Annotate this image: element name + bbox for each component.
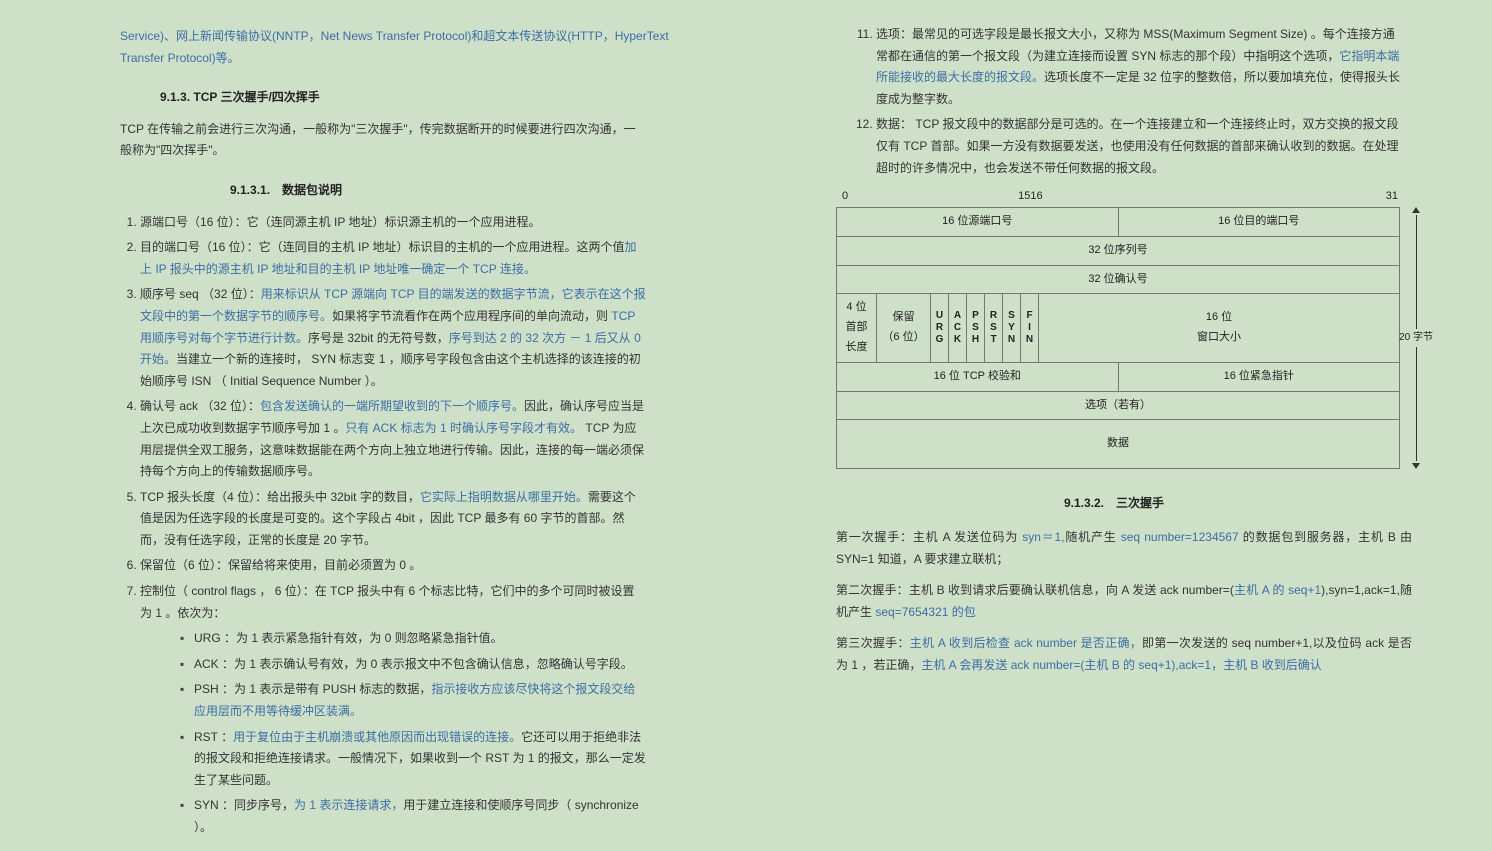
heading-9131: 9.1.3.1. 数据包说明 (230, 180, 716, 202)
list-item: 源端口号（16 位）：它（连同源主机 IP 地址）标识源主机的一个应用进程。 (140, 212, 676, 234)
handshake-step-1: 第一次握手：主机 A 发送位码为 syn＝1,随机产生 seq number=1… (836, 527, 1412, 570)
list-item: 选项：最常见的可选字段是最长报文大小，又称为 MSS(Maximum Segme… (876, 24, 1412, 110)
flag-urg: URG (931, 294, 949, 361)
cell-window: 16 位 窗口大小 (1039, 294, 1399, 361)
cell-dstport: 16 位目的端口号 (1119, 208, 1400, 236)
cell-checksum: 16 位 TCP 校验和 (837, 363, 1119, 391)
list-item: PSH ：为 1 表示是带有 PUSH 标志的数据，指示接收方应该尽快将这个报文… (180, 679, 676, 722)
list-item: 控制位（ control flags ， 6 位）：在 TCP 报头中有 6 个… (140, 581, 676, 624)
cell-data: 数据 (837, 420, 1399, 468)
list-item: TCP 报头长度（4 位）：给出报头中 32bit 字的数目，它实际上指明数据从… (140, 487, 676, 552)
flag-fin: FIN (1021, 294, 1039, 361)
handshake-step-3: 第三次握手：主机 A 收到后检查 ack number 是否正确，即第一次发送的… (836, 633, 1412, 676)
list-item: SYN ：同步序号，为 1 表示连接请求，用于建立连接和使顺序号同步（ sync… (180, 795, 676, 838)
heading-9132: 9.1.3.2. 三次握手 (776, 493, 1452, 515)
control-flags-list: URG ：为 1 表示紧急指针有效，为 0 则忽略紧急指针值。 ACK ：为 1… (180, 628, 676, 838)
flag-ack: ACK (949, 294, 967, 361)
arrow-down-icon (1412, 463, 1420, 469)
flag-syn: SYN (1003, 294, 1021, 361)
right-page: 选项：最常见的可选字段是最长报文大小，又称为 MSS(Maximum Segme… (776, 20, 1452, 831)
left-page: Service)、网上新闻传输协议(NNTP，Net News Transfer… (40, 20, 716, 831)
list-item: 保留位（6 位）：保留给将来使用，目前必须置为 0 。 (140, 555, 676, 577)
list-item: 目的端口号（16 位）：它（连同目的主机 IP 地址）标识目的主机的一个应用进程… (140, 237, 676, 280)
list-item: URG ：为 1 表示紧急指针有效，为 0 则忽略紧急指针值。 (180, 628, 676, 650)
packet-field-list: 源端口号（16 位）：它（连同源主机 IP 地址）标识源主机的一个应用进程。 目… (140, 212, 676, 625)
bit-ruler: 0 15 16 31 (836, 187, 1432, 207)
list-item: 确认号 ack （32 位）：包含发送确认的一端所期望收到的下一个顺序号。因此，… (140, 396, 676, 482)
list-item: 顺序号 seq （32 位）：用来标识从 TCP 源端向 TCP 目的端发送的数… (140, 284, 676, 392)
cell-options: 选项（若有） (837, 392, 1399, 420)
cell-srcport: 16 位源端口号 (837, 208, 1119, 236)
tcp-header-grid: 16 位源端口号 16 位目的端口号 32 位序列号 32 位确认号 4 位 首… (836, 207, 1400, 469)
list-item: ACK ：为 1 表示确认号有效，为 0 表示报文中不包含确认信息，忽略确认号字… (180, 654, 676, 676)
cell-hdrlen: 4 位 首部 长度 (837, 294, 877, 361)
list-item: 数据： TCP 报文段中的数据部分是可选的。在一个连接建立和一个连接终止时，双方… (876, 114, 1412, 179)
flag-psh: PSH (967, 294, 985, 361)
packet-field-list-cont: 选项：最常见的可选字段是最长报文大小，又称为 MSS(Maximum Segme… (876, 24, 1412, 179)
cell-seqno: 32 位序列号 (837, 237, 1399, 265)
arrow-up-icon (1412, 207, 1420, 213)
heading-913: 9.1.3. TCP 三次握手/四次挥手 (160, 87, 716, 109)
list-item: RST ：用于复位由于主机崩溃或其他原因而出现错误的连接。它还可以用于拒绝非法的… (180, 727, 676, 792)
cell-ackno: 32 位确认号 (837, 266, 1399, 294)
tcp-header-diagram: 0 15 16 31 16 位源端口号 16 位目的端口号 32 位序列号 32… (836, 187, 1432, 469)
flag-rst: RST (985, 294, 1003, 361)
cell-urgptr: 16 位紧急指针 (1119, 363, 1400, 391)
para-913: TCP 在传输之前会进行三次沟通，一般称为"三次握手"，传完数据断开的时候要进行… (120, 119, 636, 162)
side-bracket-label: 20 字节 (1400, 207, 1432, 469)
intro-tail: Service)、网上新闻传输协议(NNTP，Net News Transfer… (120, 26, 676, 69)
cell-reserved: 保留 （6 位） (877, 294, 931, 361)
handshake-step-2: 第二次握手：主机 B 收到请求后要确认联机信息，向 A 发送 ack numbe… (836, 580, 1412, 623)
